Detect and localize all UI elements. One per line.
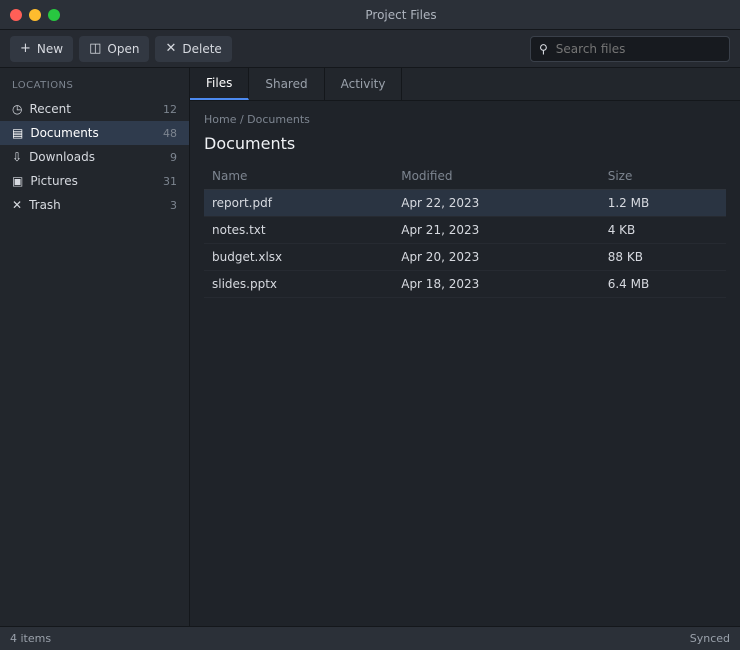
- sidebar-item-pictures[interactable]: ▣ Pictures 31: [0, 169, 189, 193]
- cell-size: 1.2 MB: [599, 189, 726, 217]
- table-row[interactable]: report.pdf Apr 22, 2023 1.2 MB: [204, 189, 726, 217]
- cell-name: slides.pptx: [204, 270, 394, 298]
- sidebar-item-count: 48: [163, 126, 177, 140]
- window-title: Project Files: [365, 7, 437, 22]
- search-input[interactable]: [553, 40, 718, 57]
- document-icon: ▤: [12, 126, 24, 140]
- body: Locations ◷ Recent 12 ▤ Documents 48 ⇩ Downlo…: [0, 68, 740, 626]
- delete-button-label: Delete: [182, 41, 222, 56]
- sidebar-item-label: Trash: [29, 198, 61, 212]
- window-controls: [10, 8, 60, 21]
- new-button-label: New: [36, 41, 64, 56]
- trash-icon: ✕: [165, 41, 177, 56]
- sidebar-item-trash[interactable]: ✕ Trash 3: [0, 193, 189, 217]
- cell-modified: Apr 22, 2023: [393, 189, 600, 217]
- sidebar-item-label: Downloads: [29, 150, 95, 164]
- search-icon: ⚲: [539, 41, 548, 56]
- sidebar-item-count: 12: [163, 102, 177, 116]
- title-bar: Project Files: [0, 0, 740, 30]
- open-button-label: Open: [107, 41, 140, 56]
- toolbar: + New ◫ Open ✕ Delete ⚲: [0, 30, 740, 68]
- sidebar-item-count: 3: [170, 198, 177, 212]
- sidebar-item-label: Documents: [30, 126, 99, 140]
- file-table: Name Modified Size report.pdf Apr 22, 202…: [204, 163, 726, 298]
- plus-icon: +: [20, 41, 31, 56]
- column-header-size[interactable]: Size: [599, 163, 726, 190]
- download-icon: ⇩: [12, 150, 23, 164]
- cell-name: budget.xlsx: [204, 243, 394, 271]
- column-header-name[interactable]: Name: [204, 163, 394, 190]
- tab-shared[interactable]: Shared: [249, 68, 325, 100]
- table-row[interactable]: slides.pptx Apr 18, 2023 6.4 MB: [204, 270, 726, 298]
- table-row[interactable]: notes.txt Apr 21, 2023 4 KB: [204, 216, 726, 244]
- status-right: Synced: [689, 632, 730, 645]
- delete-button[interactable]: ✕ Delete: [155, 35, 232, 62]
- page-title: Documents: [204, 134, 296, 153]
- close-button[interactable]: [10, 8, 22, 21]
- status-left: 4 items: [10, 632, 52, 645]
- sidebar: Locations ◷ Recent 12 ▤ Documents 48 ⇩ Downlo…: [0, 68, 190, 626]
- cell-name: report.pdf: [204, 189, 394, 217]
- minimize-button[interactable]: [29, 8, 41, 21]
- status-bar: 4 items Synced: [0, 626, 740, 650]
- sidebar-item-documents[interactable]: ▤ Documents 48: [0, 121, 189, 145]
- sidebar-item-count: 9: [170, 150, 177, 164]
- tab-files[interactable]: Files: [190, 68, 250, 100]
- cell-name: notes.txt: [204, 216, 394, 244]
- table-row[interactable]: budget.xlsx Apr 20, 2023 88 KB: [204, 243, 726, 271]
- tab-bar: Files Shared Activity: [190, 68, 740, 101]
- cell-size: 6.4 MB: [599, 270, 726, 298]
- column-header-modified[interactable]: Modified: [393, 163, 600, 190]
- main-panel: Files Shared Activity Home / Documents D…: [190, 68, 740, 626]
- sidebar-item-count: 31: [163, 174, 177, 188]
- sidebar-item-recent[interactable]: ◷ Recent 12: [0, 97, 189, 121]
- maximize-button[interactable]: [48, 8, 60, 21]
- folder-icon: ◫: [89, 41, 102, 56]
- image-icon: ▣: [12, 174, 24, 188]
- cell-modified: Apr 18, 2023: [393, 270, 600, 298]
- clock-icon: ◷: [12, 102, 23, 116]
- trash-icon: ✕: [12, 198, 23, 212]
- new-button[interactable]: + New: [10, 35, 74, 62]
- sidebar-item-label: Pictures: [30, 174, 78, 188]
- breadcrumb[interactable]: Home / Documents: [204, 113, 310, 126]
- open-button[interactable]: ◫ Open: [79, 35, 150, 62]
- sidebar-item-downloads[interactable]: ⇩ Downloads 9: [0, 145, 189, 169]
- sidebar-item-label: Recent: [29, 102, 71, 116]
- search-box: ⚲: [530, 35, 730, 62]
- cell-modified: Apr 20, 2023: [393, 243, 600, 271]
- cell-size: 4 KB: [599, 216, 726, 244]
- tab-activity[interactable]: Activity: [325, 68, 403, 100]
- sidebar-heading: Locations: [12, 80, 74, 91]
- cell-modified: Apr 21, 2023: [393, 216, 600, 244]
- content-area: Home / Documents Documents Name Modified…: [190, 101, 740, 626]
- cell-size: 88 KB: [599, 243, 726, 271]
